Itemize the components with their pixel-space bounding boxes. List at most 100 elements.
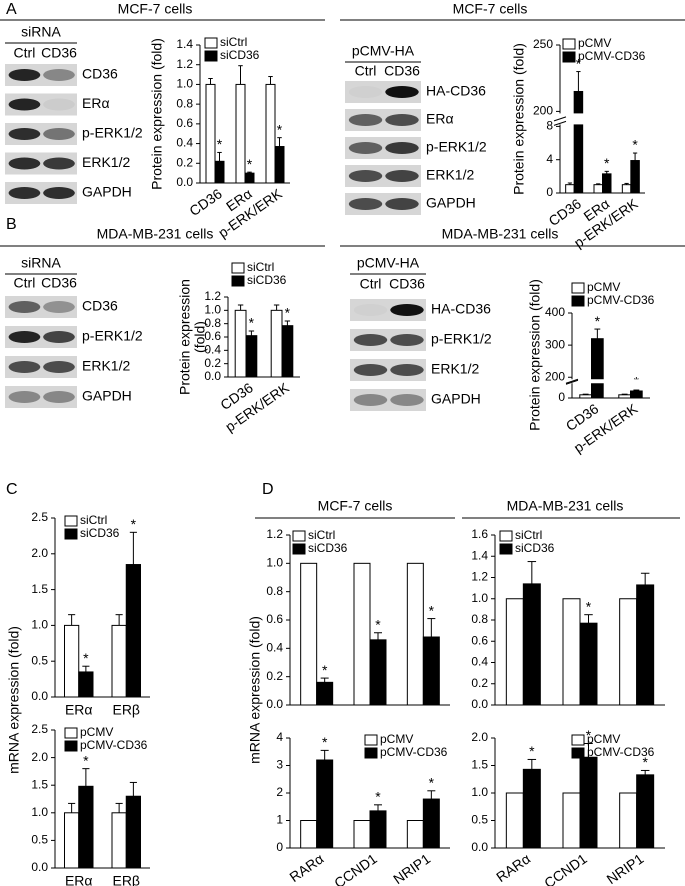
bar (406, 820, 424, 849)
x-tick-label: NRIP1 (390, 850, 433, 886)
panel-letter: B (6, 216, 17, 233)
bar (111, 812, 127, 869)
legend-swatch (562, 38, 576, 50)
blot-row-label: ERK1/2 (82, 154, 130, 170)
bar (522, 768, 541, 849)
bar (573, 90, 584, 194)
y-tick-label: 0.0 (31, 689, 48, 703)
y-axis-label: Protein expression (177, 279, 193, 395)
bar (630, 160, 640, 194)
bar (422, 798, 440, 849)
blot-band (385, 114, 419, 126)
blot-row-label: GAPDH (82, 388, 132, 404)
lane-label: CD36 (41, 45, 77, 61)
blot-band (43, 187, 75, 199)
bar (505, 792, 524, 849)
y-tick-label: 2.0 (31, 750, 48, 764)
y-tick-label: 0.4 (204, 343, 221, 357)
blot-band (385, 142, 419, 154)
blot-row-label: ERK1/2 (82, 358, 130, 374)
bar (125, 795, 141, 869)
blot-band (390, 304, 424, 316)
panel-header: MCF-7 cells (453, 1, 528, 17)
legend-swatch (204, 37, 218, 49)
bar (353, 562, 371, 706)
y-tick-label: 2.5 (31, 722, 48, 736)
y-tick-label: 0.0 (266, 697, 283, 711)
blot-row-label: p-ERK1/2 (426, 139, 487, 155)
bar (244, 172, 255, 184)
x-tick-label: CCND1 (541, 850, 590, 886)
break-mark (553, 120, 567, 126)
blot-band (353, 334, 388, 346)
significance-mark: * (576, 55, 582, 71)
significance-mark: * (642, 754, 648, 770)
bar (369, 810, 387, 849)
x-tick-label: CD36 (546, 195, 585, 229)
y-tick-label: 0.8 (204, 316, 221, 330)
break-mark (565, 379, 579, 385)
y-tick-label: 1.0 (471, 591, 488, 605)
x-tick-label: RARα (286, 850, 326, 885)
bar (205, 83, 216, 184)
legend-label: siCD36 (308, 541, 348, 555)
blot-band (390, 334, 424, 346)
legend-label: pCMV-CD36 (578, 49, 646, 63)
legend-label: siCD36 (80, 526, 120, 540)
y-tick-label: 0.0 (176, 175, 193, 189)
significance-mark: * (249, 315, 255, 331)
y-tick-label: 1.0 (176, 77, 193, 91)
bar (636, 584, 655, 706)
x-tick-label: CD36 (186, 185, 225, 219)
blot-strip (350, 389, 426, 411)
significance-mark: * (586, 598, 592, 614)
blot-band (8, 187, 41, 199)
y-tick-label: 3 (276, 758, 283, 772)
bar (300, 562, 318, 706)
lane-label: Ctrl (360, 276, 382, 292)
legend-label: siCD36 (515, 541, 555, 555)
y-tick-label: 400 (545, 305, 565, 319)
y-tick-label: 0.0 (471, 697, 488, 711)
bar (579, 756, 598, 849)
lane-label: Ctrl (355, 63, 377, 79)
legend-label: siCtrl (308, 528, 335, 542)
blot-band (349, 86, 382, 98)
y-tick-label: 0 (558, 390, 565, 404)
y-tick-label: 1.5 (471, 758, 488, 772)
blot-band (8, 301, 41, 313)
blot-band (390, 364, 424, 376)
legend-swatch (499, 530, 513, 542)
significance-mark: * (595, 313, 601, 329)
y-tick-label: 0.6 (176, 116, 193, 130)
bar (618, 394, 631, 399)
blot-row-label: ERK1/2 (426, 167, 474, 183)
blot-band (348, 142, 383, 154)
blot-band (8, 69, 41, 81)
bar (300, 820, 318, 849)
lane-label: Ctrl (14, 275, 36, 291)
significance-mark: * (604, 155, 610, 171)
significance-mark: * (375, 616, 381, 632)
legend-label: pCMV (587, 732, 620, 746)
y-tick-label: 0 (546, 185, 553, 199)
legend-label: pCMV (587, 280, 620, 294)
bar (234, 309, 247, 378)
significance-mark: * (375, 789, 381, 805)
blot-band (8, 331, 41, 343)
bar (593, 184, 603, 194)
lane-label: CD36 (389, 276, 425, 292)
y-tick-label: 0.2 (471, 676, 488, 690)
y-tick-label: 2.5 (31, 510, 48, 524)
lane-label: CD36 (384, 63, 420, 79)
y-tick-label: 4 (546, 152, 553, 166)
panel-header: MDA-MB-231 cells (97, 226, 214, 242)
bar (235, 83, 246, 184)
blot-band (353, 364, 388, 376)
panel-header: MCF-7 cells (318, 498, 393, 514)
blot-row-label: CD36 (82, 66, 118, 82)
x-tick-label: NRIP1 (604, 850, 647, 886)
y-tick-label: 0.4 (471, 655, 488, 669)
significance-mark: * (322, 734, 328, 750)
legend-swatch (364, 747, 378, 759)
